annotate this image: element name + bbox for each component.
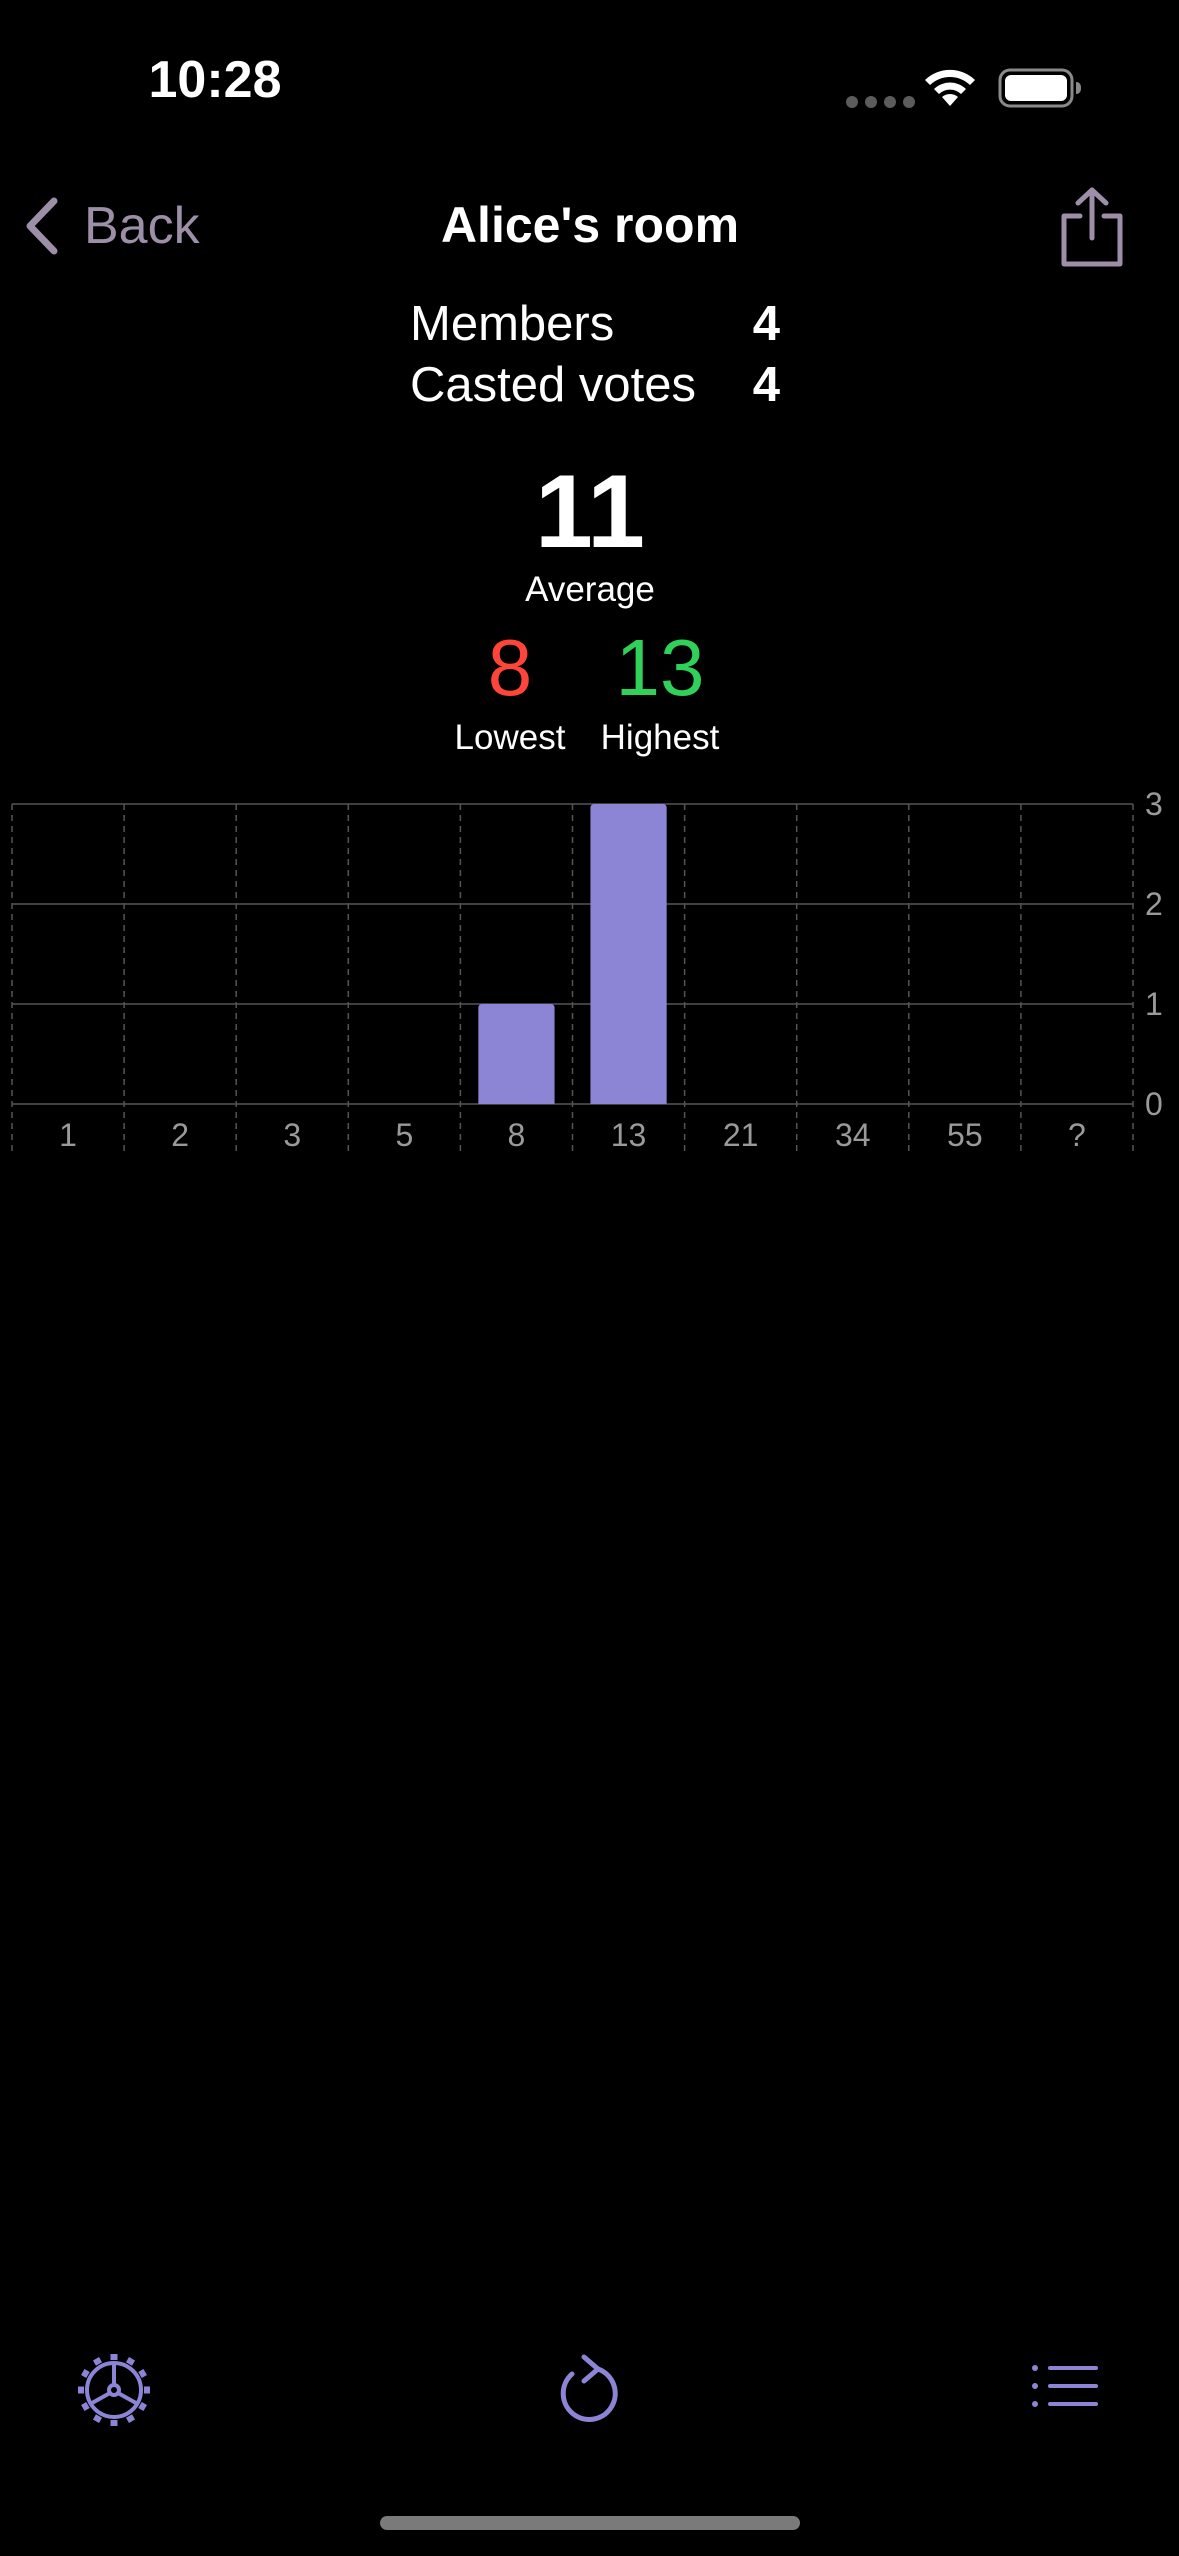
gear-icon xyxy=(78,2354,150,2426)
settings-button[interactable] xyxy=(76,2352,152,2428)
x-tick-label: 34 xyxy=(835,1117,871,1153)
lowest-label: Lowest xyxy=(454,718,566,757)
highest-value: 13 xyxy=(615,623,705,712)
x-tick-label: 8 xyxy=(508,1117,526,1153)
x-tick-label: 13 xyxy=(611,1117,647,1153)
members-value: 4 xyxy=(752,297,780,351)
list-icon xyxy=(1032,2365,1098,2407)
x-tick-label: 1 xyxy=(59,1117,77,1153)
bar-8 xyxy=(478,1004,555,1104)
page-title: Alice's room xyxy=(440,197,740,253)
casted-votes-label: Casted votes xyxy=(410,358,696,412)
y-tick-label: 1 xyxy=(1145,986,1163,1022)
chevron-left-icon xyxy=(26,197,58,255)
members-label: Members xyxy=(410,297,615,351)
refresh-icon xyxy=(560,2354,618,2422)
votes-chart: 1 2 3 5 8 13 21 34 55 ? 0 1 2 3 xyxy=(11,790,1163,1156)
y-tick-label: 0 xyxy=(1145,1086,1163,1122)
x-tick-label: 3 xyxy=(283,1117,301,1153)
x-tick-label: 55 xyxy=(947,1117,983,1153)
back-button[interactable]: Back xyxy=(22,190,200,262)
share-icon xyxy=(1061,187,1123,267)
back-label: Back xyxy=(84,197,200,255)
casted-votes-value: 4 xyxy=(752,358,780,412)
x-tick-label: 21 xyxy=(723,1117,759,1153)
average-label: Average xyxy=(525,570,655,609)
lowest-value: 8 xyxy=(487,623,533,712)
x-tick-label: ? xyxy=(1068,1117,1086,1153)
refresh-button[interactable] xyxy=(554,2352,626,2430)
bar-13 xyxy=(590,804,667,1104)
y-tick-label: 2 xyxy=(1145,886,1163,922)
list-button[interactable] xyxy=(1030,2362,1100,2412)
y-tick-label: 3 xyxy=(1145,790,1163,822)
casted-votes-row: Casted votes 4 xyxy=(410,355,780,415)
cellular-signal-icon xyxy=(846,96,915,108)
x-tick-label: 5 xyxy=(395,1117,413,1153)
share-button[interactable] xyxy=(1058,186,1126,268)
home-indicator xyxy=(380,2516,800,2530)
highest-label: Highest xyxy=(600,718,720,757)
average-value: 11 xyxy=(535,454,645,570)
wifi-icon xyxy=(925,69,975,106)
x-tick-label: 2 xyxy=(171,1117,189,1153)
members-row: Members 4 xyxy=(410,294,780,354)
status-time: 10:28 xyxy=(148,51,282,109)
battery-icon xyxy=(998,68,1081,108)
